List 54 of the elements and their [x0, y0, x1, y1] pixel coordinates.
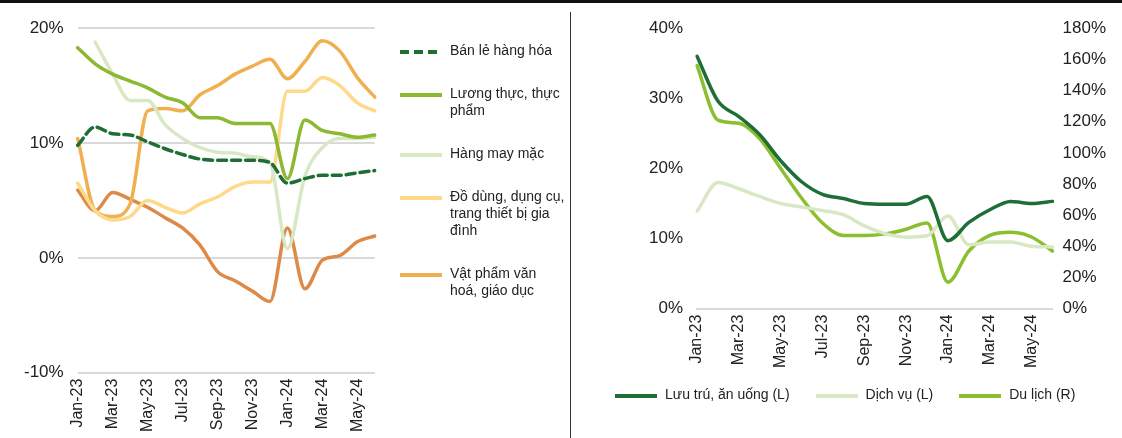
line-series	[93, 40, 377, 251]
legend-label: Lương thực, thực phẩm	[450, 85, 561, 119]
y2-tick-label: 100%	[1062, 142, 1106, 162]
x-tick-label: Jan-24	[277, 378, 295, 428]
y2-tick-label: 60%	[1062, 204, 1097, 224]
y2-tick-label: 20%	[1062, 267, 1097, 287]
legend-label: Hàng may mặc	[450, 145, 545, 162]
y-tick-label: 20%	[29, 17, 64, 37]
x-tick-label: Mar-24	[312, 378, 330, 430]
y-tick-label: 40%	[648, 17, 684, 37]
x-tick-label: Nov-23	[896, 314, 914, 367]
line-series	[695, 54, 1055, 243]
legend-label: Bán lẻ hàng hóa	[450, 42, 552, 59]
y-tick-label: -10%	[24, 362, 64, 382]
x-tick-label: Sep-23	[854, 314, 872, 367]
legend-label: Lưu trú, ăn uống (L)	[665, 386, 790, 403]
legend-label: Vật phẩm văn hoá, giáo dục	[450, 265, 538, 299]
x-tick-label: Sep-23	[207, 378, 225, 431]
x-tick-label: Jan-23	[687, 314, 705, 364]
legend-label: Dịch vụ (L)	[865, 386, 934, 403]
y2-tick-label: 140%	[1062, 80, 1106, 100]
x-tick-label: May-24	[347, 378, 365, 433]
x-tick-label: Mar-23	[103, 378, 121, 430]
x-tick-label: May-23	[138, 378, 155, 433]
x-tick-label: Jan-24	[938, 314, 956, 364]
y2-tick-label: 180%	[1062, 17, 1106, 37]
x-tick-label: Jul-23	[812, 314, 830, 359]
x-tick-label: May-23	[771, 314, 789, 369]
x-tick-label: Jan-23	[68, 378, 86, 428]
y-tick-label: 30%	[648, 88, 684, 107]
y2-tick-label: 0%	[1062, 298, 1088, 318]
x-tick-label: Nov-23	[242, 378, 260, 431]
legend-label: Đồ dùng, dụng cụ, trang thiết bị gia đình	[450, 188, 565, 239]
x-tick-label: Mar-24	[980, 314, 998, 366]
line-series	[75, 188, 377, 304]
y2-tick-label: 120%	[1062, 111, 1106, 131]
x-tick-label: Jul-23	[172, 378, 190, 423]
y-tick-label: 10%	[648, 228, 684, 248]
line-series	[75, 75, 377, 222]
y2-tick-label: 40%	[1062, 236, 1097, 256]
y2-tick-label: 80%	[1062, 173, 1097, 193]
legend-label: Du lịch (R)	[1009, 386, 1076, 403]
y2-tick-label: 160%	[1062, 49, 1106, 69]
y-tick-label: 10%	[29, 132, 64, 152]
x-tick-label: Mar-23	[729, 314, 747, 366]
line-series	[75, 39, 377, 219]
line-series	[695, 180, 1055, 249]
x-tick-label: May-24	[1022, 314, 1040, 369]
line-series	[695, 63, 1055, 284]
line-series	[75, 45, 377, 181]
line-series	[75, 125, 377, 185]
y-tick-label: 0%	[39, 247, 64, 267]
y-tick-label: 20%	[648, 158, 684, 178]
y-tick-label: 0%	[658, 298, 684, 318]
